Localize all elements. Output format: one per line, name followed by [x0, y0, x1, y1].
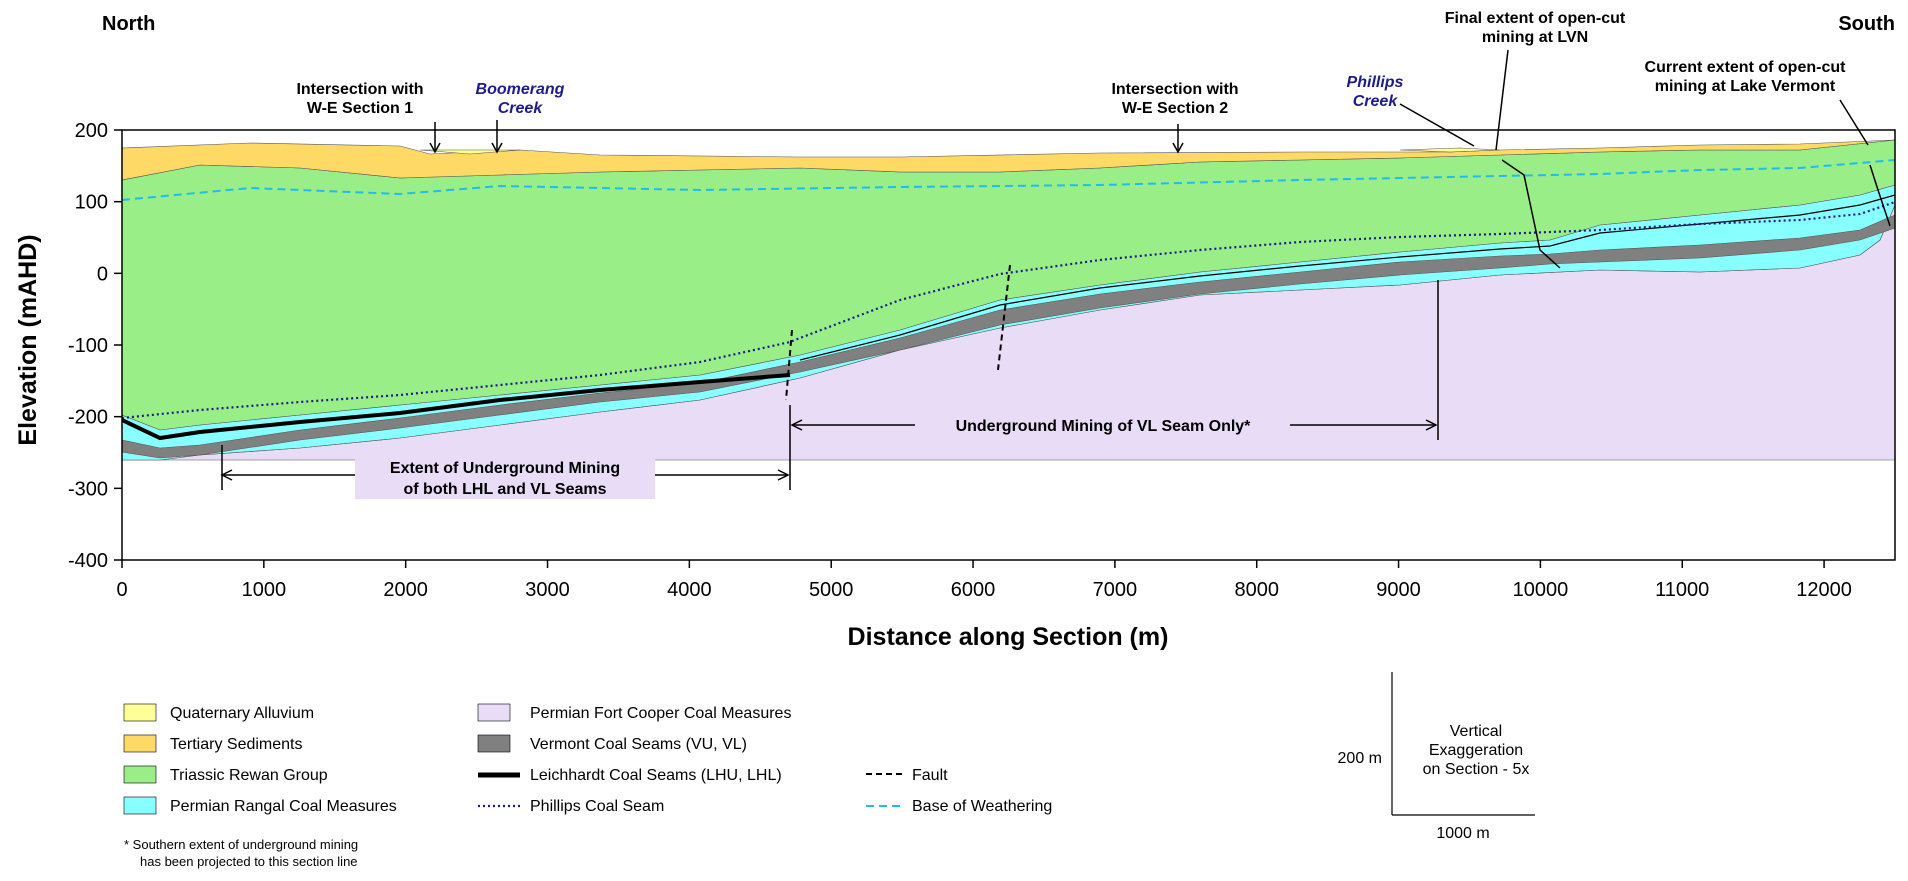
- legend-rangal: Permian Rangal Coal Measures: [170, 798, 397, 815]
- legend-fortcooper: Permian Fort Cooper Coal Measures: [530, 705, 791, 722]
- quaternary-unit-2: [1399, 147, 1501, 153]
- x-tick-label: 7000: [1093, 579, 1138, 601]
- x-tick-label: 12000: [1796, 579, 1852, 601]
- fault-line-4: [1869, 164, 1891, 227]
- ug-vl-label: Underground Mining of VL Seam Only*: [956, 418, 1252, 435]
- legend-swatch-rangal: [123, 796, 157, 815]
- leichhardt-seam-line-2: [799, 194, 1896, 361]
- scale-exaggeration-2: Exaggeration: [1429, 742, 1523, 759]
- lakev-line-1: Current extent of open-cut: [1645, 59, 1847, 76]
- boomerang-line-1: Boomerang: [476, 81, 565, 98]
- legend-swatch-fortcooper: [477, 703, 511, 722]
- y-axis-label: Elevation (mAHD): [14, 234, 42, 445]
- base-of-weathering-line: [121, 159, 1896, 201]
- y-tick-label: -400: [68, 550, 108, 572]
- ug-both-line-2: of both LHL and VL Seams: [404, 481, 607, 498]
- x-tick-label: 1000: [242, 579, 287, 601]
- footnote-line-1: * Southern extent of underground mining: [124, 837, 358, 852]
- quaternary-unit: [419, 149, 521, 155]
- north-label: North: [102, 13, 155, 35]
- legend: Quaternary Alluvium Tertiary Sediments T…: [123, 703, 1052, 815]
- ws2-line-1: Intersection with: [1111, 81, 1238, 98]
- y-tick-label: -300: [68, 478, 108, 500]
- scale-horizontal: 1000 m: [1436, 825, 1489, 842]
- ws1-line-1: Intersection with: [296, 81, 423, 98]
- x-tick-label: 10000: [1513, 579, 1569, 601]
- legend-swatch-quaternary: [123, 703, 157, 722]
- lakev-line-2: mining at Lake Vermont: [1655, 78, 1836, 95]
- ug-both-line-1: Extent of Underground Mining: [390, 460, 620, 477]
- x-tick-label: 5000: [809, 579, 854, 601]
- scale-vertical: 200 m: [1338, 750, 1382, 767]
- geology-layers: [121, 139, 1896, 461]
- tertiary-unit: [121, 139, 1896, 181]
- phillips-line-1: Phillips: [1347, 74, 1404, 91]
- legend-vermont: Vermont Coal Seams (VU, VL): [530, 736, 747, 753]
- y-tick-label: -200: [68, 407, 108, 429]
- south-label: South: [1838, 13, 1895, 35]
- legend-swatch-rewan: [123, 765, 157, 784]
- x-tick-label: 3000: [525, 579, 570, 601]
- x-tick-label: 8000: [1234, 579, 1279, 601]
- x-axis-ticks: 0 1000 2000 3000 4000 5000 6000 7000 8000 9000 100…: [116, 560, 1852, 601]
- scale-exaggeration-3: on Section - 5x: [1423, 761, 1530, 778]
- legend-tertiary: Tertiary Sediments: [170, 736, 303, 753]
- x-tick-label: 0: [116, 579, 127, 601]
- boomerang-line-2: Creek: [498, 100, 544, 117]
- y-axis-ticks: 200 100 0 -100 -200 -300 -400: [68, 120, 122, 572]
- y-tick-label: 100: [75, 192, 108, 214]
- fault-line-2: [997, 264, 1011, 371]
- x-tick-label: 9000: [1376, 579, 1421, 601]
- leichhardt-seam-line: [121, 373, 791, 441]
- y-tick-label: -100: [68, 335, 108, 357]
- fault-line-3: [1501, 159, 1561, 269]
- x-tick-label: 6000: [951, 579, 996, 601]
- legend-swatch-vermont: [477, 734, 511, 753]
- legend-weathering: Base of Weathering: [912, 798, 1052, 815]
- annotations: Intersection with W-E Section 1 Boomeran…: [220, 10, 1869, 499]
- y-tick-label: 0: [97, 263, 108, 285]
- x-axis-label: Distance along Section (m): [848, 623, 1169, 651]
- footnote-line-2: has been projected to this section line: [140, 854, 358, 869]
- x-tick-label: 2000: [383, 579, 428, 601]
- lvn-line-2: mining at LVN: [1482, 29, 1588, 46]
- ws1-line-2: W-E Section 1: [307, 100, 413, 117]
- x-tick-label: 4000: [667, 579, 712, 601]
- x-tick-label: 11000: [1655, 579, 1709, 601]
- legend-leichhardt: Leichhardt Coal Seams (LHU, LHL): [530, 767, 782, 784]
- y-tick-label: 200: [75, 120, 108, 142]
- ws2-line-2: W-E Section 2: [1122, 100, 1228, 117]
- legend-swatch-tertiary: [123, 734, 157, 753]
- legend-fault: Fault: [912, 767, 948, 784]
- lvn-line-1: Final extent of open-cut: [1445, 10, 1626, 27]
- legend-rewan: Triassic Rewan Group: [170, 767, 328, 784]
- scale-exaggeration-1: Vertical: [1450, 723, 1502, 740]
- legend-phillips: Phillips Coal Seam: [530, 798, 664, 815]
- phillips-line-2: Creek: [1353, 93, 1399, 110]
- scale-bar: 200 m 1000 m Vertical Exaggeration on Se…: [1338, 672, 1535, 842]
- legend-quaternary: Quaternary Alluvium: [170, 705, 314, 722]
- fault-line-1: [785, 329, 793, 401]
